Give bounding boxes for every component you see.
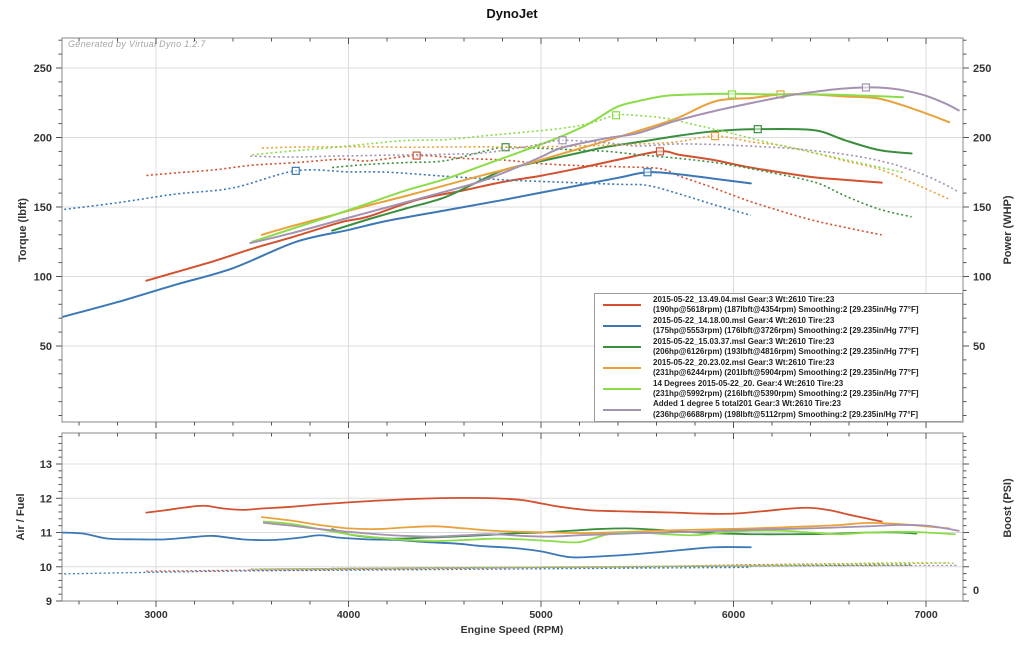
legend-run-name-4: 2015-05-22_20.23.02.msl Gear:3 Wt:2610 T… — [653, 357, 835, 367]
peak-power-marker-1 — [655, 147, 665, 156]
x-tick-label: 6000 — [722, 609, 746, 621]
afr-curve-2 — [62, 531, 752, 559]
peak-torque-marker-5 — [611, 111, 621, 120]
legend-run-name-2: 2015-05-22_14.18.00.msl Gear:4 Wt:2610 T… — [653, 316, 835, 326]
legend-run-stats-1: (190hp@5618rpm) (187lbft@4354rpm) Smooth… — [653, 305, 919, 315]
power-curve-4 — [260, 93, 951, 236]
plot-borders — [61, 37, 964, 602]
power-axis-label: Power (WHP) — [1002, 195, 1014, 265]
power-curve-6 — [249, 86, 960, 245]
legend-swatch-5 — [603, 387, 641, 390]
peak-power-marker-5 — [727, 90, 737, 99]
power-tick-label: 250 — [973, 63, 991, 75]
legend-entry-2: 2015-05-22_14.18.00.msl Gear:4 Wt:2610 T… — [595, 316, 962, 336]
legend-text-2: 2015-05-22_14.18.00.msl Gear:4 Wt:2610 T… — [653, 316, 919, 336]
boost-curve-4 — [261, 561, 950, 570]
afr-curve-6 — [262, 522, 960, 538]
peak-power-marker-6 — [861, 83, 871, 92]
torque-tick-label: 50 — [40, 341, 52, 353]
legend-run-stats-3: (206hp@6126rpm) (193lbft@4816rpm) Smooth… — [653, 347, 919, 357]
legend-run-name-1: 2015-05-22_13.49.04.msl Gear:3 Wt:2610 T… — [653, 295, 835, 305]
afr-curve-3 — [331, 527, 918, 540]
legend-text-5: 14 Degrees 2015-05-22_20. Gear:4 Wt:2610… — [653, 379, 919, 399]
power-curve-1 — [145, 150, 883, 282]
boost-axis-label: Boost (PSI) — [1002, 478, 1014, 538]
peak-torque-marker-1 — [412, 151, 421, 160]
x-tick-label: 7000 — [914, 609, 938, 621]
afr-tick-label: 13 — [40, 459, 52, 471]
legend-text-1: 2015-05-22_13.49.04.msl Gear:3 Wt:2610 T… — [653, 295, 919, 315]
legend-swatch-1 — [603, 304, 641, 307]
legend-swatch-2 — [603, 325, 641, 328]
afr-tick-label: 10 — [40, 562, 52, 574]
legend-run-name-6: Added 1 degree 5 total201 Gear:3 Wt:2610… — [653, 399, 841, 409]
x-tick-label: 5000 — [529, 609, 553, 621]
afr-tick-label: 12 — [40, 493, 52, 505]
legend-run-stats-2: (175hp@5553rpm) (176lbft@3726rpm) Smooth… — [653, 326, 919, 336]
power-curve-5 — [251, 92, 904, 243]
afr-tick-label: 11 — [40, 528, 52, 540]
torque-axis-label: Torque (lbft) — [17, 198, 29, 262]
torque-curve-4 — [261, 135, 950, 200]
legend-text-3: 2015-05-22_15.03.37.msl Gear:3 Wt:2610 T… — [653, 337, 919, 357]
afr-curve-4 — [260, 516, 950, 535]
axis-ticks — [56, 38, 969, 607]
legend-run-stats-4: (231hp@6244rpm) (201lbft@5904rpm) Smooth… — [653, 367, 919, 377]
x-axis-label: Engine Speed (RPM) — [460, 624, 564, 636]
legend-entry-5: 14 Degrees 2015-05-22_20. Gear:4 Wt:2610… — [595, 379, 962, 399]
x-tick-label: 3000 — [144, 609, 168, 621]
torque-curve-1 — [146, 154, 882, 236]
legend-swatch-4 — [603, 366, 641, 369]
legend-text-6: Added 1 degree 5 total201 Gear:3 Wt:2610… — [653, 399, 918, 419]
legend-swatch-3 — [603, 346, 641, 349]
power-tick-label: 50 — [973, 341, 985, 353]
afr-tick-label: 9 — [46, 596, 52, 608]
boost-curve-2 — [62, 566, 751, 575]
legend-entry-6: Added 1 degree 5 total201 Gear:3 Wt:2610… — [595, 399, 962, 419]
legend-entry-1: 2015-05-22_13.49.04.msl Gear:3 Wt:2610 T… — [595, 295, 962, 315]
torque-tick-label: 100 — [34, 272, 52, 284]
legend-run-name-3: 2015-05-22_15.03.37.msl Gear:3 Wt:2610 T… — [653, 336, 835, 346]
boost-curve-1 — [146, 562, 882, 572]
power-curve-3 — [331, 127, 913, 232]
peak-power-marker-2 — [643, 168, 652, 177]
power-tick-label: 200 — [973, 133, 991, 145]
torque-tick-label: 250 — [34, 63, 52, 75]
afr-curve-1 — [145, 497, 883, 523]
legend-swatch-6 — [603, 408, 641, 411]
legend-run-name-5: 14 Degrees 2015-05-22_20. Gear:4 Wt:2610… — [653, 378, 844, 388]
peak-torque-marker-6 — [558, 136, 567, 145]
power-tick-label: 150 — [973, 202, 991, 214]
boost-curve-6 — [250, 564, 959, 570]
boost-zero-tick-label: 0 — [973, 585, 979, 597]
peak-torque-marker-4 — [710, 132, 720, 141]
legend-entry-4: 2015-05-22_20.23.02.msl Gear:3 Wt:2610 T… — [595, 358, 962, 378]
torque-curve-2 — [62, 168, 752, 217]
peak-power-marker-3 — [753, 125, 762, 134]
torque-curve-6 — [250, 139, 960, 193]
legend-box: 2015-05-22_13.49.04.msl Gear:3 Wt:2610 T… — [594, 293, 963, 422]
watermark-text: Generated by Virtual Dyno 1.2.7 — [68, 39, 206, 49]
torque-curve-3 — [332, 146, 912, 218]
torque-tick-label: 150 — [34, 202, 52, 214]
legend-run-stats-5: (231hp@5992rpm) (216lbft@5390rpm) Smooth… — [653, 388, 919, 398]
afr-axis-label: Air / Fuel — [15, 493, 27, 541]
power-curve-2 — [62, 171, 752, 319]
legend-run-stats-6: (236hp@6688rpm) (198lbft@5112rpm) Smooth… — [653, 409, 919, 419]
chart-title: DynoJet — [486, 6, 538, 21]
power-tick-label: 100 — [973, 272, 991, 284]
boost-curve-5 — [252, 561, 955, 570]
torque-tick-label: 200 — [34, 133, 52, 145]
top-chart-series — [62, 83, 960, 319]
legend-text-4: 2015-05-22_20.23.02.msl Gear:3 Wt:2610 T… — [653, 358, 919, 378]
bottom-chart-series — [62, 497, 960, 575]
x-tick-label: 4000 — [337, 609, 361, 621]
peak-torque-marker-2 — [291, 166, 300, 175]
torque-curve-5 — [252, 113, 904, 174]
legend-entry-3: 2015-05-22_15.03.37.msl Gear:3 Wt:2610 T… — [595, 337, 962, 357]
